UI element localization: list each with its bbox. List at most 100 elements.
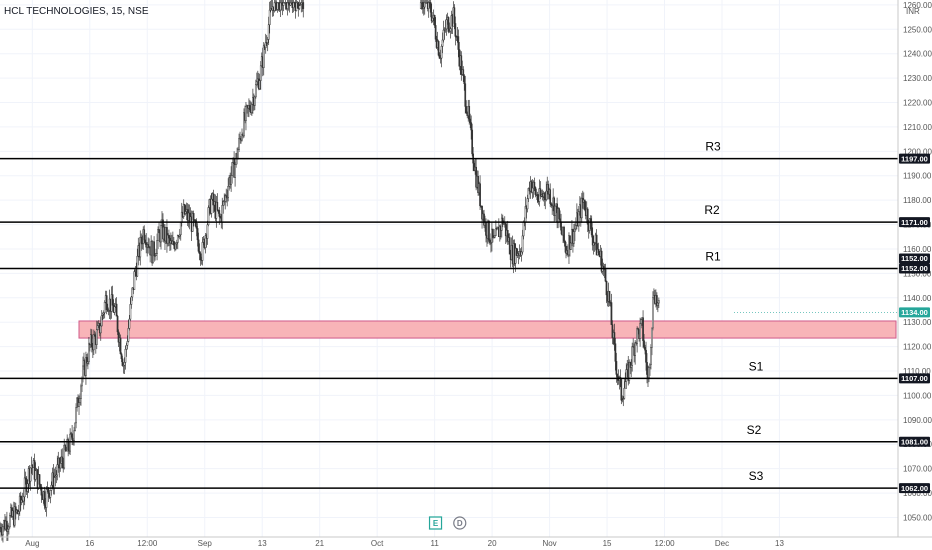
candle-body	[6, 520, 8, 532]
candle-body	[595, 234, 598, 256]
price-axis[interactable]: 1050.001060.001070.001080.001090.001100.…	[897, 0, 932, 537]
level-tag-bg	[899, 436, 930, 447]
candle-body	[53, 477, 56, 489]
candle-body	[643, 340, 645, 348]
candle-body	[564, 241, 566, 247]
candle-body	[264, 42, 267, 49]
candle-body	[19, 495, 22, 503]
level-tag-bg	[899, 263, 930, 274]
y-tick-label: 1160.00	[903, 245, 932, 254]
marker-label: E	[433, 519, 439, 528]
horizontal-levels[interactable]: R3 R2 R1 S1 S2 S3	[0, 140, 898, 489]
candle-body	[14, 506, 17, 513]
x-tick-label: 13	[258, 539, 267, 548]
candle-body	[174, 243, 177, 250]
candle-body	[302, 2, 305, 9]
level-label-s2: S2	[747, 423, 762, 437]
candle-body	[215, 201, 218, 219]
candle-body	[605, 280, 608, 296]
y-tick-label: 1140.00	[903, 294, 932, 303]
candle-body	[282, 2, 285, 6]
candle-body	[113, 306, 116, 313]
level-tag-bg	[899, 217, 930, 228]
level-label-s1: S1	[749, 359, 764, 373]
candle-body	[442, 29, 445, 41]
candle-body	[423, 2, 426, 8]
candle-body	[588, 218, 591, 231]
candle-body	[127, 328, 130, 342]
candle-body	[630, 365, 633, 368]
candle-body	[550, 203, 553, 205]
candle-body	[18, 495, 21, 512]
candle-body	[92, 334, 95, 351]
candle-body	[153, 241, 155, 257]
candle-body	[495, 228, 497, 236]
candle-body	[501, 217, 504, 225]
candle-body	[33, 460, 36, 480]
candle-body	[199, 253, 202, 261]
candle-body	[223, 200, 226, 203]
candle-body	[276, 2, 279, 10]
candle-body	[650, 347, 652, 366]
candle-body	[565, 246, 567, 254]
candle-body	[234, 164, 236, 178]
candle-body	[558, 208, 560, 220]
candle-body	[201, 242, 204, 261]
level-tag-bg	[899, 483, 930, 494]
candle-body	[8, 526, 10, 530]
candle-body	[604, 269, 607, 282]
candle-body	[614, 343, 617, 362]
candle-body	[126, 341, 129, 346]
candle-body	[434, 25, 437, 40]
candle-body	[196, 228, 199, 241]
candle-body	[207, 207, 210, 226]
candle-body	[422, 6, 425, 9]
candle-body	[648, 367, 650, 378]
candle-body	[227, 186, 230, 198]
candle-body	[184, 211, 187, 214]
dividend-marker-icon[interactable]	[453, 516, 467, 530]
candle-body	[431, 17, 434, 22]
pink-zone-rect[interactable]	[78, 320, 897, 339]
candle-body	[481, 205, 483, 220]
candle-body	[471, 129, 474, 155]
candle-body	[421, 2, 424, 9]
candle-body	[212, 193, 215, 206]
candle-body	[155, 253, 157, 256]
candle-body	[100, 315, 103, 327]
candle-body	[9, 515, 11, 528]
candle-body	[133, 271, 136, 290]
candle-body	[237, 149, 239, 160]
candle-body	[465, 106, 468, 113]
candle-body	[29, 467, 32, 482]
candle-body	[445, 19, 448, 30]
level-label-r2: R2	[704, 203, 720, 217]
candle-body	[173, 241, 175, 246]
candle-body	[243, 112, 245, 137]
time-axis[interactable]: Aug 16 12:00 Sep 13 21 Oct 11 20 Nov 15 12:00 Dec 13	[0, 536, 932, 548]
candle-body	[179, 222, 182, 236]
candle-body	[178, 234, 181, 237]
candle-body	[530, 181, 533, 193]
candle-body	[554, 205, 556, 216]
candle-body	[489, 240, 491, 244]
candle-body	[125, 345, 128, 350]
candle-body	[222, 201, 225, 206]
candle-body	[81, 378, 83, 387]
candle-body	[279, 2, 282, 11]
candle-body	[23, 477, 26, 498]
candle-body	[221, 205, 224, 223]
earnings-marker-icon[interactable]	[428, 516, 443, 530]
candle-body	[63, 444, 66, 469]
extra-price-tag: 1152.00	[901, 254, 928, 263]
candle-body	[255, 81, 258, 85]
y-tick-label: 1200.00	[903, 147, 932, 156]
candlestick-series	[0, 0, 660, 543]
candle-body	[656, 295, 658, 306]
candle-body	[298, 5, 301, 9]
candle-body	[111, 294, 114, 306]
candle-body	[266, 39, 269, 43]
x-tick-label: Aug	[25, 539, 39, 548]
